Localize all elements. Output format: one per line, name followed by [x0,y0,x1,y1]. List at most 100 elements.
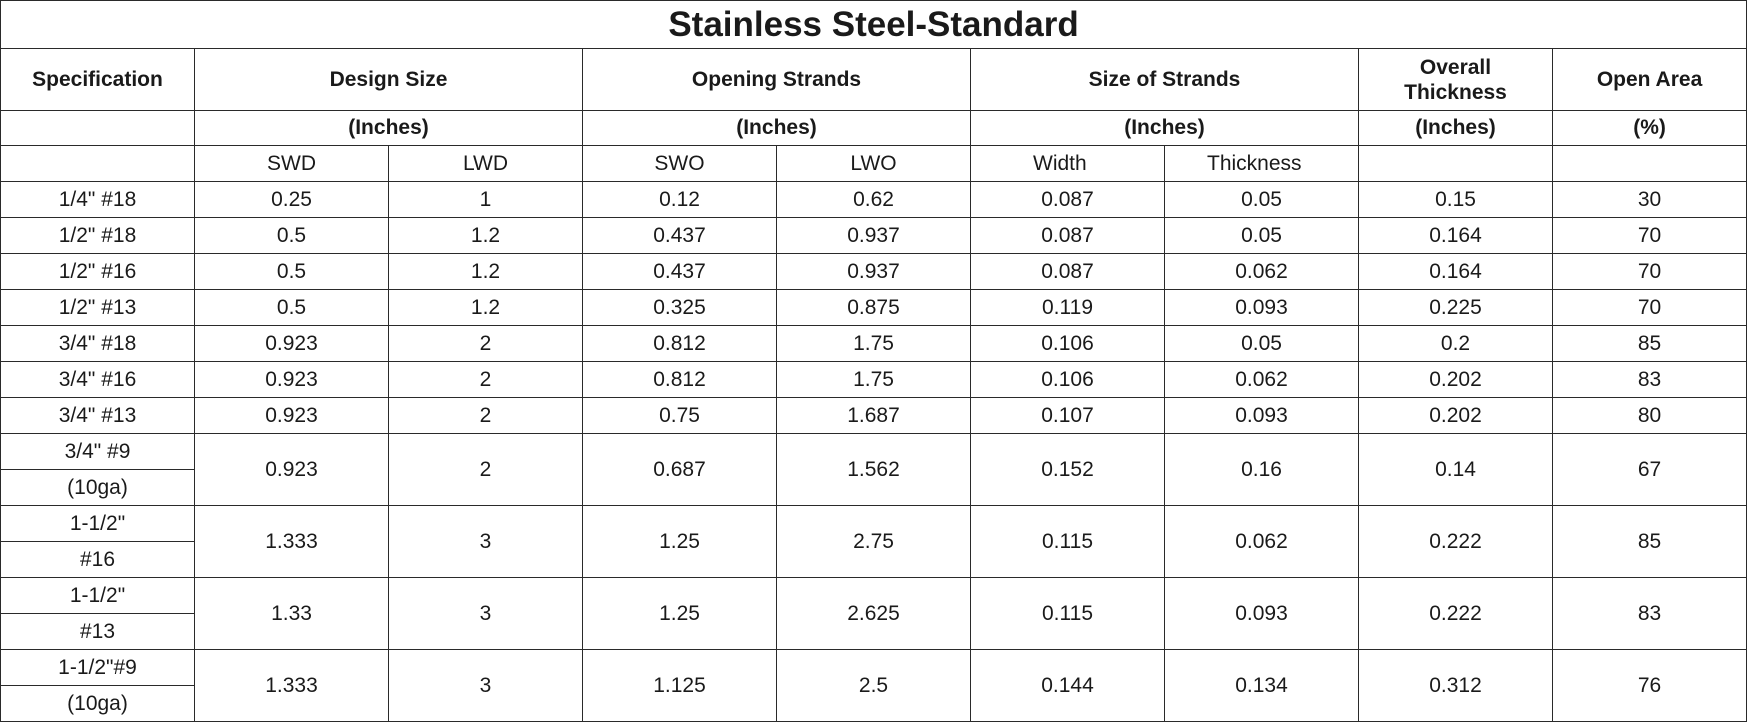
table-row: 1-1/2" 1.33 3 1.25 2.625 0.115 0.093 0.222 83 [0,577,1747,650]
cell-width: 0.144 [970,649,1165,722]
subheader-swd: SWD [194,145,389,182]
cell-spec: 1/2" #18 [0,217,195,254]
cell-open: 30 [1551,181,1747,218]
subheader-swo: SWO [582,145,777,182]
cell-open: 80 [1551,397,1747,434]
subheader-empty [0,145,195,182]
table-title: Stainless Steel-Standard [0,0,1747,49]
cell-width: 0.106 [970,361,1165,398]
cell-overall: 0.202 [1358,397,1553,434]
cell-lwd: 2 [388,433,583,506]
cell-overall: 0.222 [1358,505,1553,578]
cell-swd: 0.923 [194,325,389,362]
subheader-empty-open [1551,145,1747,182]
cell-spec: 3/4" #16 [0,361,195,398]
header-overall-line1: Overall [1419,55,1492,79]
table-row: 1/2" #18 0.5 1.2 0.437 0.937 0.087 0.05 0.164 70 [0,217,1747,254]
table-row: 3/4" #18 0.923 2 0.812 1.75 0.106 0.05 0.2 85 [0,325,1747,362]
cell-spec-line1: 1-1/2"#9 [0,649,195,686]
cell-spec: 3/4" #18 [0,325,195,362]
cell-spec: 1/2" #16 [0,253,195,290]
subheader-width: Width [970,145,1165,182]
cell-swd: 0.5 [194,217,389,254]
cell-spec-line1: 1-1/2" [0,505,195,542]
cell-lwd: 3 [388,649,583,722]
table-row: 1/2" #16 0.5 1.2 0.437 0.937 0.087 0.062 0.164 7… [0,253,1747,290]
cell-overall: 0.14 [1358,433,1553,506]
cell-thickness: 0.062 [1164,505,1359,578]
subheader-lwd: LWD [388,145,583,182]
units-opening-strands: (Inches) [582,110,971,146]
table-row-continued: #16 [0,541,1747,578]
cell-spec-line2: (10ga) [0,685,195,722]
units-design-size: (Inches) [194,110,583,146]
cell-width: 0.087 [970,253,1165,290]
cell-lwd: 1 [388,181,583,218]
cell-spec-line1: 3/4" #9 [0,433,195,470]
cell-thickness: 0.16 [1164,433,1359,506]
header-opening-strands: Opening Strands [582,48,971,111]
cell-width: 0.119 [970,289,1165,326]
cell-spec-line2: #13 [0,613,195,650]
cell-width: 0.107 [970,397,1165,434]
cell-thickness: 0.05 [1164,325,1359,362]
cell-open: 85 [1551,505,1747,578]
cell-lwo: 0.875 [776,289,971,326]
cell-open: 70 [1551,217,1747,254]
cell-lwo: 1.75 [776,325,971,362]
table-row: 3/4" #9 0.923 2 0.687 1.562 0.152 0.16 0.14 67 [0,433,1747,506]
cell-overall: 0.15 [1358,181,1553,218]
cell-open: 70 [1551,289,1747,326]
cell-lwo: 1.687 [776,397,971,434]
cell-width: 0.106 [970,325,1165,362]
table-row: 1/4" #18 0.25 1 0.12 0.62 0.087 0.05 0.15 30 [0,181,1747,218]
cell-lwo: 0.937 [776,253,971,290]
cell-thickness: 0.093 [1164,289,1359,326]
header-overall-thickness: Overall Thickness [1358,48,1553,111]
cell-open: 76 [1551,649,1747,722]
units-overall-thickness: (Inches) [1358,110,1553,146]
cell-spec-line2: (10ga) [0,469,195,506]
cell-lwd: 2 [388,325,583,362]
cell-lwd: 2 [388,361,583,398]
units-size-of-strands: (Inches) [970,110,1359,146]
cell-spec: 3/4" #13 [0,397,195,434]
cell-lwo: 0.62 [776,181,971,218]
cell-overall: 0.225 [1358,289,1553,326]
subheader-thickness: Thickness [1164,145,1359,182]
cell-thickness: 0.062 [1164,253,1359,290]
cell-swo: 0.812 [582,361,777,398]
table-row-continued: (10ga) [0,469,1747,506]
subheader-lwo: LWO [776,145,971,182]
cell-swo: 1.25 [582,505,777,578]
header-overall-line2: Thickness [1404,80,1507,104]
cell-thickness: 0.093 [1164,397,1359,434]
cell-lwd: 2 [388,397,583,434]
cell-swo: 0.75 [582,397,777,434]
cell-open: 70 [1551,253,1747,290]
cell-open: 83 [1551,361,1747,398]
cell-swd: 0.923 [194,433,389,506]
cell-lwo: 1.75 [776,361,971,398]
cell-swd: 1.33 [194,577,389,650]
cell-overall: 0.202 [1358,361,1553,398]
cell-swd: 0.5 [194,289,389,326]
cell-open: 85 [1551,325,1747,362]
header-specification: Specification [0,48,195,111]
cell-lwd: 1.2 [388,253,583,290]
cell-lwo: 2.625 [776,577,971,650]
cell-lwd: 3 [388,577,583,650]
units-empty [0,110,195,146]
table-row: 1-1/2" 1.333 3 1.25 2.75 0.115 0.062 0.222 85 [0,505,1747,578]
cell-swd: 0.923 [194,397,389,434]
cell-swo: 0.687 [582,433,777,506]
cell-lwo: 1.562 [776,433,971,506]
cell-swd: 0.25 [194,181,389,218]
header-size-of-strands: Size of Strands [970,48,1359,111]
cell-overall: 0.164 [1358,253,1553,290]
subheader-empty-overall [1358,145,1553,182]
cell-swo: 0.437 [582,217,777,254]
header-open-area: Open Area [1551,48,1747,111]
cell-width: 0.087 [970,181,1165,218]
